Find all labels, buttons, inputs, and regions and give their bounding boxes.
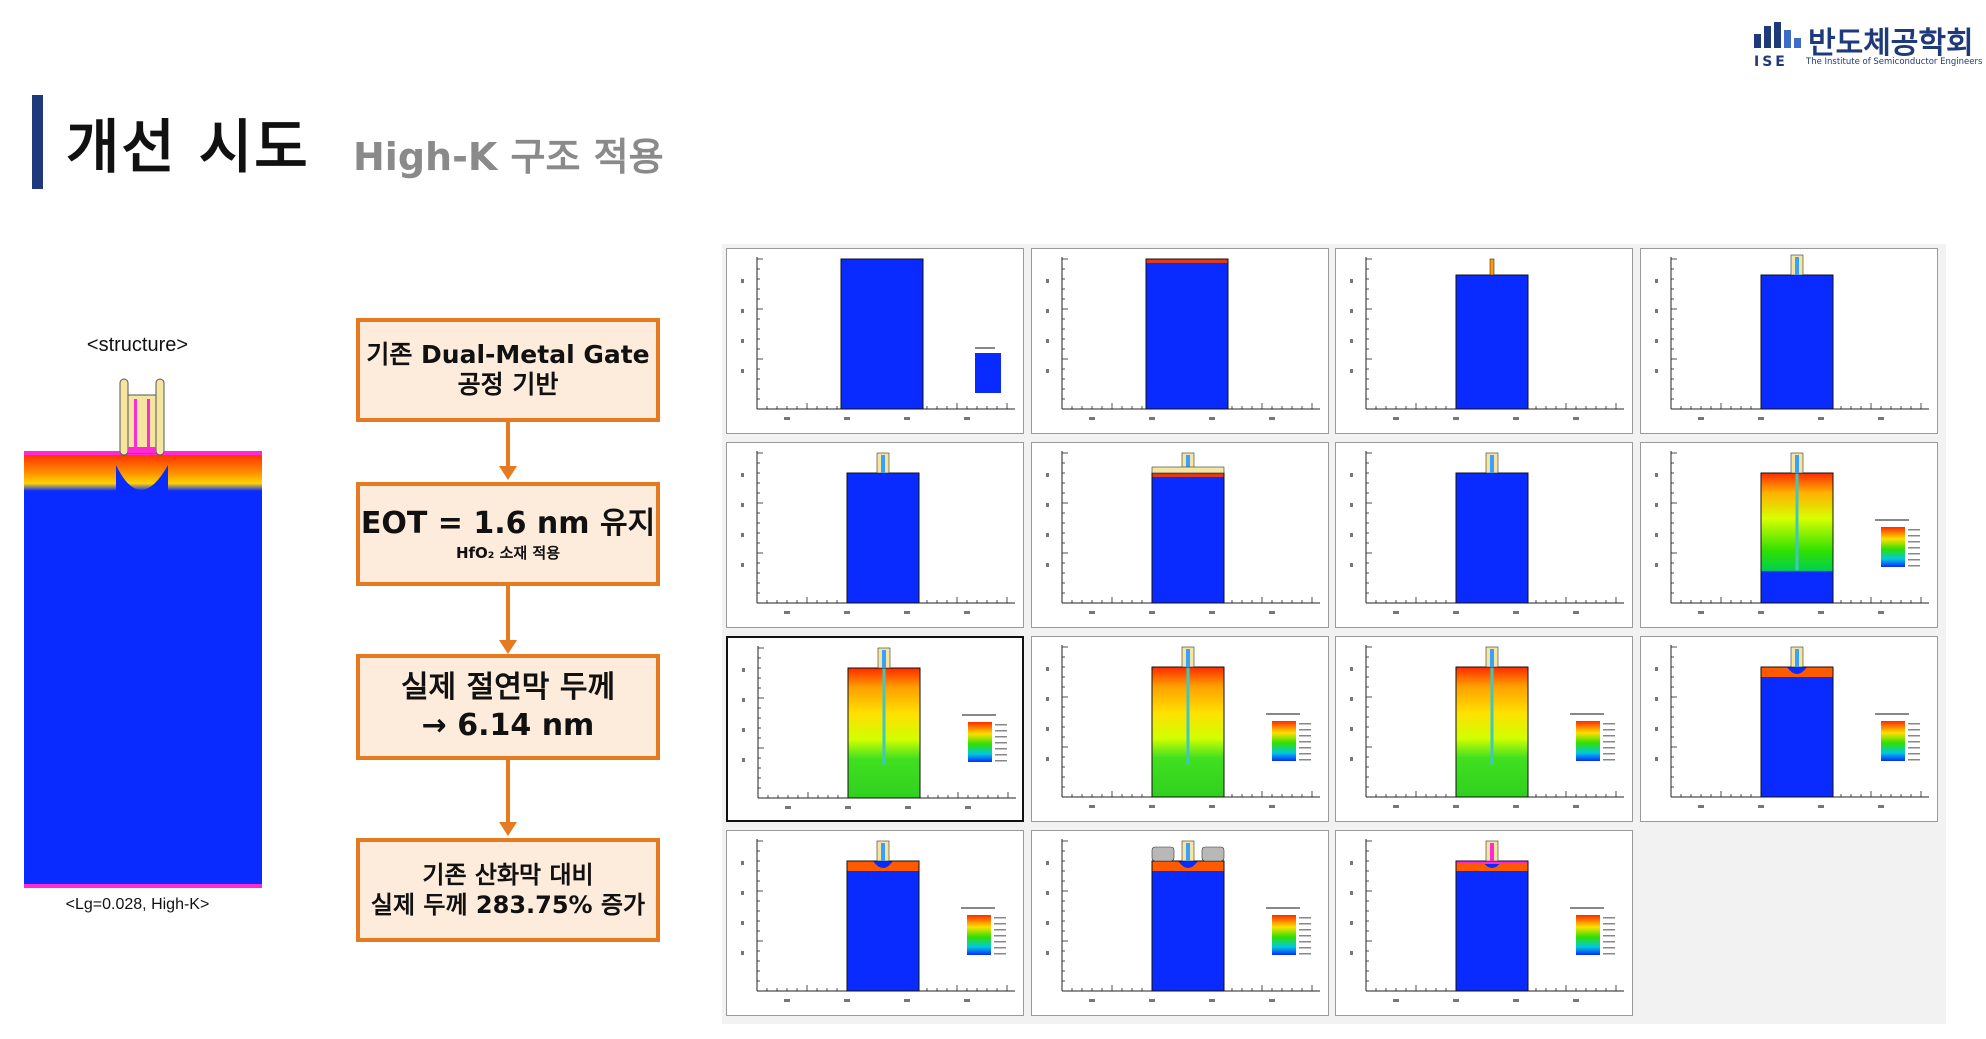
flow-arrow-3-head xyxy=(499,822,517,836)
flow-step-2: EOT = 1.6 nm 유지 HfO₂ 소재 적용 xyxy=(356,482,660,586)
simulation-plot-1 xyxy=(741,257,1015,420)
page-subtitle: High-K 구조 적용 xyxy=(353,135,664,179)
simulation-panel-10 xyxy=(1031,636,1329,822)
simulation-plot-4 xyxy=(1655,254,1929,420)
logo-mark-icon xyxy=(1754,22,1802,48)
simulation-panel-2 xyxy=(1031,248,1329,434)
simulation-plot-9 xyxy=(742,646,1016,809)
page-title: 개선 시도 xyxy=(66,113,310,181)
simulation-panel-13 xyxy=(726,830,1024,1016)
simulation-panel-15 xyxy=(1335,830,1633,1016)
simulation-grid xyxy=(722,244,1946,1024)
simulation-plot-11 xyxy=(1350,645,1624,808)
simulation-plot-6 xyxy=(1046,451,1320,614)
flow-arrow-3 xyxy=(506,760,510,824)
simulation-panel-9 xyxy=(726,636,1024,822)
simulation-panel-1 xyxy=(726,248,1024,434)
structure-label: <structure> xyxy=(86,334,189,356)
simulation-plot-14 xyxy=(1046,839,1320,1002)
flow-step-3-line2: → 6.14 nm xyxy=(421,708,595,743)
society-logo: 반도체공학회 ISE The Institute of Semiconducto… xyxy=(1754,18,1982,70)
flow-step-2-line2: HfO₂ 소재 적용 xyxy=(455,544,561,562)
flow-step-1: 기존 Dual-Metal Gate 공정 기반 xyxy=(356,318,660,422)
simulation-plot-8 xyxy=(1655,451,1929,614)
simulation-panel-12 xyxy=(1640,636,1938,822)
simulation-plot-15 xyxy=(1350,839,1624,1002)
title-accent-bar xyxy=(32,95,43,189)
flow-step-4-line1: 기존 산화막 대비 xyxy=(422,861,594,889)
simulation-plot-13 xyxy=(741,839,1015,1002)
simulation-plot-2 xyxy=(1046,257,1320,420)
flow-step-3-line1: 실제 절연막 두께 xyxy=(400,670,616,705)
flow-arrow-1 xyxy=(506,422,510,468)
simulation-plot-5 xyxy=(741,451,1015,614)
simulation-panel-5 xyxy=(726,442,1024,628)
simulation-panel-3 xyxy=(1335,248,1633,434)
logo-abbr: ISE xyxy=(1754,54,1788,70)
flow-step-4-line2: 실제 두께 283.75% 증가 xyxy=(370,891,646,919)
logo-english-name: The Institute of Semiconductor Engineers xyxy=(1806,57,1983,67)
flow-step-1-line2: 공정 기반 xyxy=(457,370,559,399)
flow-step-1-line1: 기존 Dual-Metal Gate xyxy=(366,340,650,369)
flow-arrow-2-head xyxy=(499,640,517,654)
structure-caption: <Lg=0.028, High-K> xyxy=(65,896,210,913)
simulation-plot-7 xyxy=(1350,451,1624,614)
simulation-plot-12 xyxy=(1655,645,1929,808)
simulation-plot-3 xyxy=(1350,257,1624,420)
simulation-plot-10 xyxy=(1046,645,1320,808)
simulation-panel-7 xyxy=(1335,442,1633,628)
flow-arrow-2 xyxy=(506,586,510,642)
flow-arrow-1-head xyxy=(499,466,517,480)
flow-step-4: 기존 산화막 대비 실제 두께 283.75% 증가 xyxy=(356,838,660,942)
simulation-panel-8 xyxy=(1640,442,1938,628)
simulation-panel-4 xyxy=(1640,248,1938,434)
simulation-panel-6 xyxy=(1031,442,1329,628)
simulation-panel-14 xyxy=(1031,830,1329,1016)
logo-korean-name: 반도체공학회 xyxy=(1808,26,1974,61)
flow-step-3: 실제 절연막 두께 → 6.14 nm xyxy=(356,654,660,760)
simulation-panel-11 xyxy=(1335,636,1633,822)
flow-step-2-line1: EOT = 1.6 nm 유지 xyxy=(360,506,656,541)
structure-image xyxy=(24,378,262,888)
